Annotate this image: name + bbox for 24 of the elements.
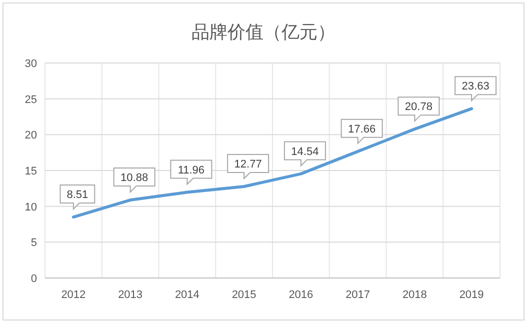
x-tick-label: 2013 (118, 289, 143, 301)
y-tick-label: 15 (24, 166, 37, 178)
data-label: 10.88 (120, 172, 148, 184)
x-tick-label: 2017 (346, 289, 370, 301)
data-label: 23.63 (462, 80, 490, 93)
data-label: 17.66 (348, 123, 376, 136)
title: 品牌价值（亿元） (192, 22, 336, 42)
data-label: 11.96 (178, 164, 205, 176)
y-tick-label: 5 (30, 237, 37, 250)
y-tick-label: 30 (24, 58, 37, 70)
data-label: 14.54 (291, 146, 319, 158)
y-tick-label: 25 (24, 94, 37, 106)
x-tick-label: 2014 (174, 289, 200, 301)
y-tick-label: 20 (24, 130, 37, 142)
data-label: 8.51 (66, 189, 88, 202)
x-tick-label: 2018 (402, 289, 427, 301)
data-label: 20.78 (404, 101, 432, 114)
data-label: 12.77 (234, 158, 262, 170)
x-tick-label: 2015 (232, 289, 256, 301)
x-tick-label: 2012 (61, 289, 86, 301)
x-tick-label: 2019 (459, 289, 484, 301)
y-tick-label: 0 (30, 273, 37, 285)
x-tick-label: 2016 (288, 289, 314, 301)
y-tick-label: 10 (24, 201, 37, 214)
